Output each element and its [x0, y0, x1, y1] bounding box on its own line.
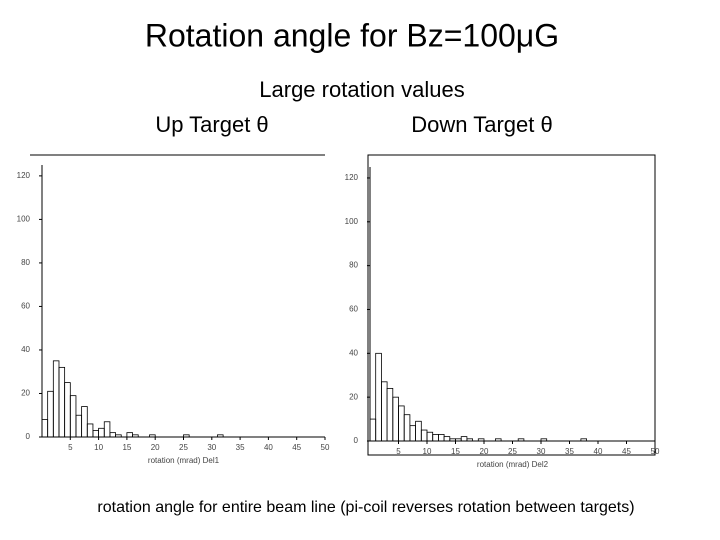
bar: [460, 436, 468, 442]
x-tick-label: 20: [151, 443, 160, 452]
x-tick-label: 45: [622, 447, 631, 456]
bar: [494, 438, 502, 442]
bar: [426, 431, 434, 442]
bar: [455, 438, 462, 442]
bar: [58, 366, 66, 438]
bar: [375, 352, 382, 442]
y-tick-label: 40: [349, 348, 358, 357]
bar: [386, 387, 394, 442]
slide-title: Rotation angle for Bz=100μG: [145, 17, 559, 53]
chart-title: Down Target θ: [411, 112, 552, 137]
bar: [64, 382, 71, 438]
bar: [92, 430, 100, 438]
y-tick-label: 0: [354, 436, 359, 445]
bar: [75, 414, 83, 438]
bar: [69, 395, 77, 438]
x-tick-label: 5: [396, 447, 401, 456]
bar: [477, 438, 485, 442]
y-tick-label: 80: [21, 258, 30, 267]
bar: [449, 438, 456, 442]
x-axis-label: rotation (mrad) Del1: [148, 456, 220, 465]
x-tick-label: 45: [292, 443, 301, 452]
bar: [420, 429, 428, 442]
bar: [403, 414, 411, 442]
bar: [409, 425, 416, 442]
x-tick-label: 40: [264, 443, 273, 452]
bar: [517, 438, 525, 442]
x-tick-label: 25: [508, 447, 517, 456]
y-tick-label: 60: [349, 305, 358, 314]
chart-title: Up Target θ: [155, 112, 268, 137]
bar: [466, 438, 473, 442]
bar: [52, 360, 60, 438]
x-tick-label: 15: [451, 447, 460, 456]
bar: [132, 434, 139, 438]
bar: [415, 420, 422, 442]
y-tick-label: 40: [21, 345, 30, 354]
x-tick-label: 10: [94, 443, 103, 452]
y-tick-label: 20: [349, 392, 358, 401]
bar: [437, 434, 445, 442]
bar: [81, 406, 88, 438]
y-tick-label: 100: [17, 215, 31, 224]
y-tick-label: 120: [345, 173, 359, 182]
bar: [217, 434, 224, 438]
bar: [86, 423, 94, 438]
x-tick-label: 30: [537, 447, 546, 456]
y-tick-label: 20: [21, 389, 30, 398]
bar: [149, 434, 156, 438]
bar: [109, 432, 116, 438]
x-tick-label: 30: [207, 443, 216, 452]
bar: [103, 421, 111, 438]
bar: [183, 434, 190, 438]
y-tick-label: 60: [21, 302, 30, 311]
frame: [367, 154, 656, 456]
x-tick-label: 10: [423, 447, 432, 456]
x-tick-label: 15: [122, 443, 131, 452]
bar: [98, 427, 105, 438]
x-tick-label: 35: [565, 447, 574, 456]
caption: rotation angle for entire beam line (pi-…: [97, 499, 634, 516]
x-tick-label: 35: [236, 443, 245, 452]
bar: [41, 419, 49, 438]
bar: [369, 418, 377, 442]
bar: [126, 432, 133, 438]
y-tick-label: 120: [17, 171, 31, 180]
bar: [432, 434, 439, 442]
x-tick-label: 50: [651, 447, 660, 456]
x-tick-label: 20: [480, 447, 489, 456]
bar: [47, 390, 54, 438]
x-tick-label: 40: [594, 447, 603, 456]
x-tick-label: 5: [68, 443, 73, 452]
bar: [398, 405, 405, 442]
x-tick-label: 50: [321, 443, 330, 452]
bar: [443, 436, 451, 442]
y-tick-label: 80: [349, 261, 358, 270]
y-tick-label: 100: [345, 217, 359, 226]
bar: [115, 434, 122, 438]
x-tick-label: 25: [179, 443, 188, 452]
bar: [380, 381, 388, 442]
bar: [540, 438, 548, 442]
slide-subtitle: Large rotation values: [259, 77, 464, 102]
bar: [580, 438, 588, 442]
bar: [392, 396, 399, 442]
x-axis-label: rotation (mrad) Del2: [477, 460, 549, 469]
y-tick-label: 0: [26, 432, 31, 441]
